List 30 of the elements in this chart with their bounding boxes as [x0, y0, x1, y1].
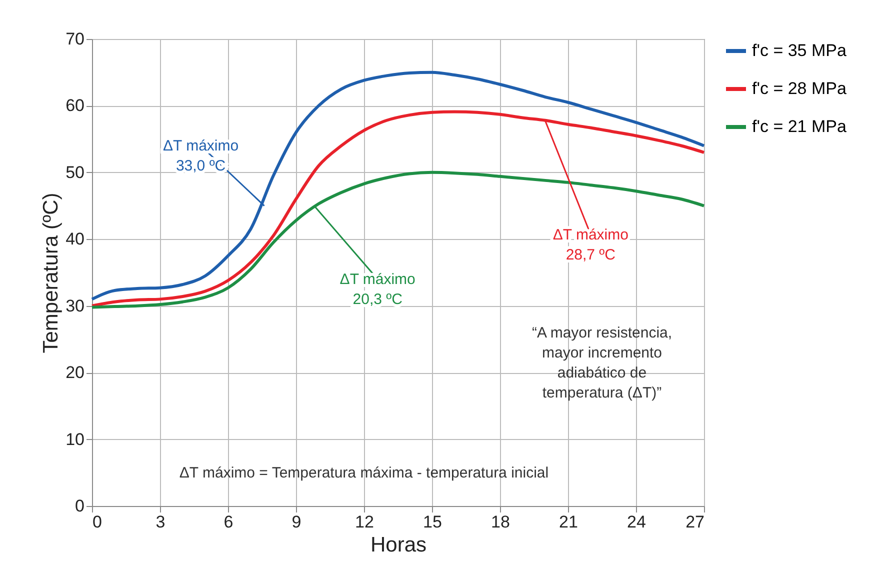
- x-tick-label: 21: [559, 512, 578, 532]
- y-tick-label: 40: [66, 230, 84, 249]
- legend-label: f'c = 35 MPa: [752, 41, 847, 60]
- y-tick-label: 30: [66, 296, 84, 316]
- y-tick-label: 0: [75, 496, 84, 516]
- x-tick-label: 24: [627, 512, 646, 532]
- x-tick-label: 6: [224, 512, 234, 532]
- x-tick-label: 0: [92, 512, 102, 532]
- legend-label: f'c = 21 MPa: [752, 117, 847, 136]
- line-series: [90, 170, 706, 309]
- annotation: ΔT máximo 20,3 ºC: [340, 271, 416, 308]
- legend-label: f'c = 28 MPa: [752, 79, 847, 98]
- line-series: [90, 110, 706, 308]
- annotation: ΔT máximo = Temperatura máxima - temperatura inicial: [179, 464, 549, 482]
- y-tick-label: 60: [66, 96, 84, 116]
- x-tick-label: 12: [355, 512, 374, 532]
- y-tick-label: 10: [66, 430, 84, 449]
- annotation: ΔT máximo 28,7 ºC: [552, 226, 628, 264]
- x-axis-title: Horas: [370, 534, 427, 556]
- y-axis-title: Temperatura (ºC): [40, 192, 63, 354]
- x-tick-label: 15: [423, 512, 442, 532]
- y-tick-label: 50: [66, 162, 84, 182]
- y-tick-label: 20: [66, 363, 84, 382]
- x-tick-label: 27: [686, 512, 704, 532]
- y-tick-label: 70: [66, 30, 84, 48]
- x-tick-label: 18: [491, 512, 510, 532]
- annotation: ΔT máximo 33,0 ºC: [163, 138, 239, 175]
- x-tick-label: 9: [292, 512, 302, 532]
- annotation: “A mayor resistencia, mayor incremento adiabático de temperatura (ΔT)”: [532, 324, 672, 402]
- x-tick-label: 3: [156, 512, 166, 532]
